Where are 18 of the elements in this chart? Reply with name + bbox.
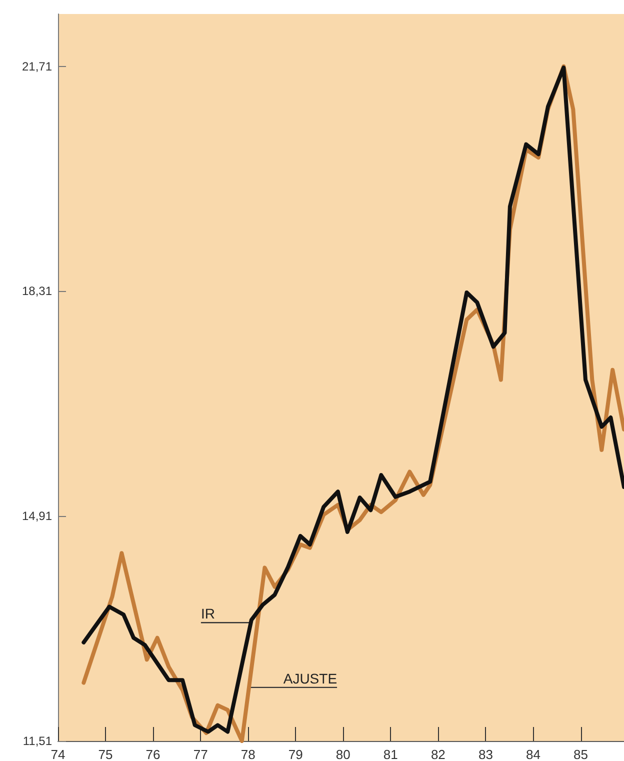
y-tick-label: 21,71 (22, 59, 52, 74)
x-tick-label: 75 (98, 747, 113, 761)
x-tick-label: 77 (193, 747, 208, 761)
annotation: AJUSTE (283, 670, 338, 686)
annotation: IR (200, 606, 215, 622)
y-tick-label: 11,51 (22, 734, 52, 748)
x-tick-label: 81 (383, 747, 398, 761)
x-tick-label: 76 (146, 747, 160, 761)
y-tick-label: 14,91 (22, 509, 52, 524)
y-tick-label: 18,31 (22, 284, 52, 298)
x-tick-label: 83 (478, 747, 493, 761)
x-tick-label: 79 (288, 747, 303, 761)
x-tick-label: 84 (526, 747, 540, 761)
x-tick-label: 78 (240, 747, 256, 761)
x-tick-label: 74 (50, 747, 66, 761)
x-tick-label: 82 (430, 747, 446, 761)
x-tick-label: 85 (574, 747, 588, 761)
x-tick-label: 80 (336, 747, 350, 761)
